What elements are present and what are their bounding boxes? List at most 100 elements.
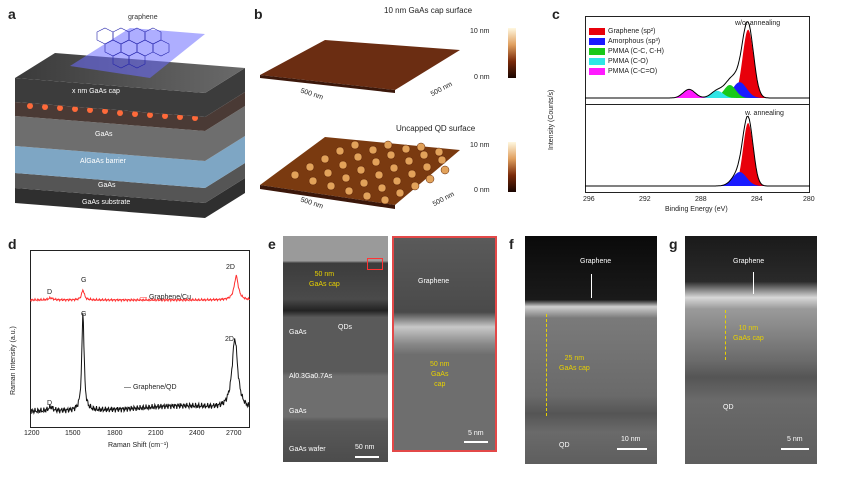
raman-peak-D-bottom: D <box>47 400 53 407</box>
xps-legend: Graphene (sp²) Amorphous (sp³) PMMA (C-C… <box>589 26 664 76</box>
raman-series-top-label: — Graphene/Cu <box>140 294 191 301</box>
xps-peak <box>687 85 772 98</box>
xps-top-title: w/o. annealing <box>735 20 781 27</box>
layer-gaas-label: GaAs <box>95 131 113 138</box>
inset-graphene-label: Graphene <box>418 278 450 285</box>
afm-cap-surface <box>255 20 465 110</box>
legend-item: Amorphous (sp³) <box>589 36 664 46</box>
panel-c-label: c <box>552 6 560 22</box>
afm-top-title: 10 nm GaAs cap surface <box>384 6 473 15</box>
layer-gaas2-label: GaAs <box>98 182 116 189</box>
legend-item: PMMA (C-C=O) <box>589 66 664 76</box>
xps-ylabel: Intensity (Counts/s) <box>548 89 555 150</box>
panel-f-label: f <box>509 236 514 252</box>
xps-peak <box>705 123 791 186</box>
raman-line-graphene-cu <box>30 274 250 303</box>
xps-xlabel: Binding Energy (eV) <box>665 206 728 213</box>
xps-peak <box>697 82 782 98</box>
layer-substrate-label: GaAs substrate <box>82 199 131 206</box>
f-scale-label: 10 nm <box>621 436 641 443</box>
tem-qds-label: QDs <box>338 324 352 331</box>
tem-wafer-label: GaAs wafer <box>289 446 326 453</box>
xps-xtick: 292 <box>639 196 651 203</box>
g-arrow <box>753 272 754 294</box>
afm-bottom-colorbar <box>508 142 516 192</box>
tem-gaas-label: GaAs <box>289 329 307 336</box>
raman-series-bottom-label: — Graphene/QD <box>124 384 177 391</box>
panel-e-label: e <box>268 236 276 252</box>
raman-ylabel: Raman Intensity (a.u.) <box>10 326 17 395</box>
inset-scale-bar <box>464 441 488 443</box>
inset-scale-label: 5 nm <box>468 430 484 437</box>
tem-f: Graphene 25 nm GaAs cap QD 10 nm <box>525 236 657 464</box>
panel-b-label: b <box>254 6 263 22</box>
inset-cap-label: 50 nm GaAs cap <box>430 361 450 388</box>
panel-a-label: a <box>8 6 16 22</box>
g-graphene-label: Graphene <box>733 258 765 265</box>
raman-peak-G-top: G <box>81 277 87 284</box>
legend-item: Graphene (sp²) <box>589 26 664 36</box>
raman-xtick: 2100 <box>148 430 164 437</box>
f-cap-label: 25 nm GaAs cap <box>559 355 590 372</box>
tem-cross-section: 50 nm GaAs cap QDs GaAs Al0.3Ga0.7As GaAs… <box>283 236 388 462</box>
afm-bottom-title: Uncapped QD surface <box>396 124 476 133</box>
xps-peak <box>697 172 782 186</box>
f-arrow <box>591 274 592 298</box>
raman-xtick: 2400 <box>189 430 205 437</box>
tem-scale-label: 50 nm <box>355 444 375 451</box>
afm-top-scale-max: 10 nm <box>470 28 490 35</box>
xps-peak <box>705 29 791 99</box>
xps-xtick: 288 <box>695 196 707 203</box>
g-cap-label: 10 nm GaAs cap <box>733 325 764 342</box>
raman-chart: — Graphene/Cu — Graphene/QD D G 2D D G 2… <box>30 250 250 428</box>
g-thickness-arrow <box>725 310 727 360</box>
raman-xtick: 1500 <box>65 430 81 437</box>
afm-qd-surface <box>255 125 465 220</box>
xps-xtick: 296 <box>583 196 595 203</box>
raman-xtick: 2700 <box>226 430 242 437</box>
xps-xtick: 280 <box>803 196 815 203</box>
afm-top-scale-min: 0 nm <box>474 74 490 81</box>
graphene-label: graphene <box>128 14 158 21</box>
layer-algaas-label: AlGaAs barrier <box>80 158 126 165</box>
xps-envelope <box>585 21 810 99</box>
tem-gaas2-label: GaAs <box>289 408 307 415</box>
afm-bottom-scale-min: 0 nm <box>474 187 490 194</box>
xps-bottom-plot <box>585 115 810 187</box>
xps-chart: w/o. annealing w. annealing Graphene (sp… <box>585 16 810 196</box>
g-qd-label: QD <box>723 404 734 411</box>
raman-xtick: 1200 <box>24 430 40 437</box>
tem-inset: Graphene 50 nm GaAs cap 5 nm <box>392 236 497 452</box>
tem-g: Graphene 10 nm GaAs cap QD 5 nm <box>685 236 817 464</box>
panel-a-schematic: graphene x nm GaAs cap GaAs AlGaAs barri… <box>10 14 250 218</box>
f-thickness-arrow <box>546 314 548 416</box>
afm-bottom-scale-max: 10 nm <box>470 142 490 149</box>
f-scale-bar <box>617 448 647 450</box>
raman-peak-D-top: D <box>47 289 53 296</box>
panel-g-label: g <box>669 236 678 252</box>
raman-peak-2D-bottom: 2D <box>225 336 234 343</box>
afm-top-colorbar <box>508 28 516 78</box>
g-scale-label: 5 nm <box>787 436 803 443</box>
tem-algaas-label: Al0.3Ga0.7As <box>289 373 333 380</box>
tem-cap-label: 50 nm GaAs cap <box>309 271 340 288</box>
f-qd-label: QD <box>559 442 570 449</box>
f-graphene-label: Graphene <box>580 258 612 265</box>
panel-d-label: d <box>8 236 17 252</box>
xps-peak <box>646 89 732 98</box>
raman-xlabel: Raman Shift (cm⁻¹) <box>108 442 169 449</box>
xps-top-plot <box>585 21 810 99</box>
xps-peak <box>675 90 760 98</box>
legend-item: PMMA (C-O) <box>589 56 664 66</box>
xps-bottom-title: w. annealing <box>745 110 784 117</box>
layer-cap-label: x nm GaAs cap <box>72 88 120 95</box>
inset-marker-box <box>367 258 383 270</box>
raman-peak-G-bottom: G <box>81 311 87 318</box>
tem-scale-bar <box>355 456 379 458</box>
layer-stack-illustration <box>15 27 245 218</box>
g-scale-bar <box>781 448 809 450</box>
xps-xtick: 284 <box>751 196 763 203</box>
xps-envelope <box>585 115 810 187</box>
legend-item: PMMA (C-C, C-H) <box>589 46 664 56</box>
raman-xtick: 1800 <box>107 430 123 437</box>
